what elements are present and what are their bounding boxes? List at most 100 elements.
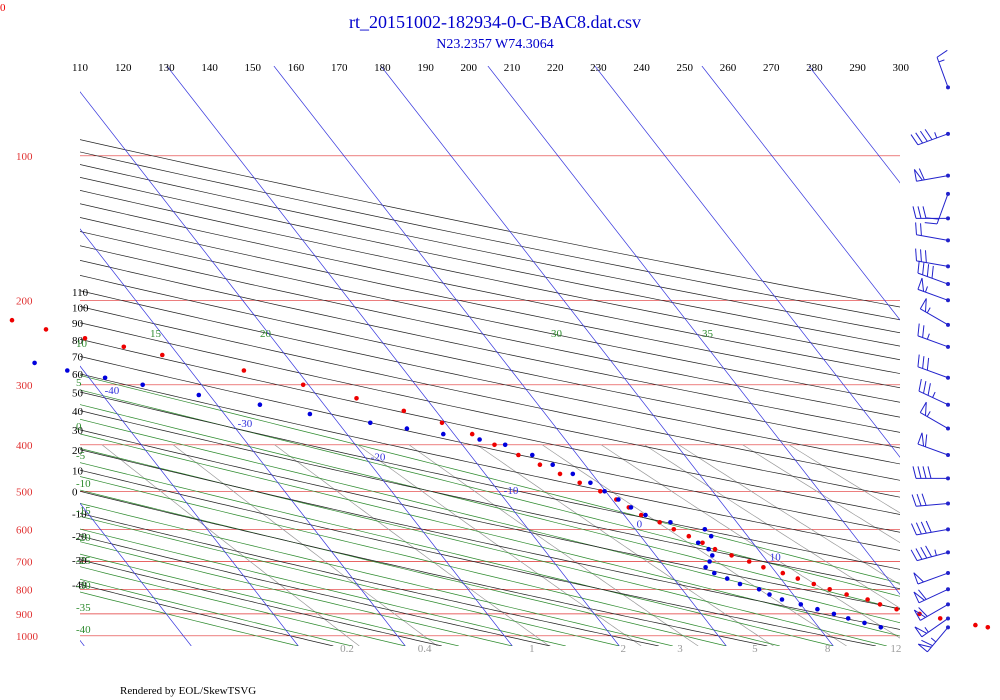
dry-adiabat-label: 70: [72, 352, 84, 364]
wind-barb: [917, 354, 950, 380]
isotherm-line: [80, 502, 192, 646]
moist-adiabat-line: [80, 404, 900, 610]
dry-adiabat-line: [80, 322, 900, 498]
top-tick-label: 230: [590, 62, 607, 74]
wind-barb: [913, 602, 950, 621]
chart-subtitle: N23.2357 W74.3064: [436, 37, 554, 52]
dry-adiabat-line: [80, 245, 900, 418]
temperature-point: [9, 317, 15, 323]
moist-adiabat-left-label: -10: [76, 478, 91, 490]
wind-barb: [917, 260, 950, 287]
dewpoint-point: [368, 420, 373, 426]
moist-adiabat-left-label: -35: [76, 602, 91, 614]
top-tick-label: 190: [417, 62, 434, 74]
dewpoint-point: [737, 581, 743, 587]
mixing-ratio-label: 1: [529, 643, 535, 655]
dewpoint-point: [702, 527, 708, 532]
wind-barb: [915, 248, 950, 269]
dry-adiabat-line: [80, 290, 900, 465]
isotherm-label: -10: [504, 485, 519, 497]
moist-adiabat-left-label: -5: [76, 450, 86, 462]
dry-adiabat-line: [80, 512, 659, 646]
wind-barb: [917, 625, 950, 653]
pressure-label: 300: [16, 380, 33, 392]
pressure-label: 400: [16, 440, 33, 452]
temperature-point: [827, 587, 832, 592]
temperature-point: [469, 431, 475, 437]
mixing-ratio-line: [172, 444, 438, 646]
moist-adiabat-label: 15: [150, 328, 162, 340]
moist-adiabat-left-label: -20: [76, 532, 91, 544]
top-tick-label: 280: [806, 62, 823, 74]
dry-adiabat-label: -30: [72, 555, 87, 567]
temperature-point: [686, 533, 692, 539]
moist-adiabat-left-label: 0: [76, 421, 82, 433]
wind-barb: [919, 401, 950, 431]
dry-adiabat-label: -10: [72, 508, 87, 520]
pressure-label: 900: [16, 609, 33, 621]
dry-adiabat-line: [80, 217, 900, 389]
mixing-ratio-line: [101, 444, 360, 646]
dewpoint-point: [477, 437, 482, 442]
top-tick-label: 140: [201, 62, 218, 74]
mixing-ratio-line: [357, 444, 642, 646]
isotherm-line: [80, 365, 299, 646]
isotherm-line: [701, 66, 900, 321]
dry-adiabat-label: -40: [72, 580, 87, 592]
dry-adiabat-line: [80, 274, 900, 449]
moist-adiabat-line: [80, 528, 566, 646]
moist-adiabat-line: [80, 433, 900, 637]
mixing-ratio-label: 5: [752, 643, 758, 655]
dry-adiabat-line: [80, 429, 900, 610]
moist-adiabat-line: [80, 553, 459, 646]
dewpoint-point: [756, 587, 762, 592]
dry-adiabat-label: 90: [72, 318, 84, 330]
isotherm-label: -30: [238, 418, 253, 430]
temperature-point: [795, 576, 801, 581]
wind-barb: [917, 323, 950, 349]
dewpoint-point: [102, 375, 108, 381]
moist-adiabat-left-label: -25: [76, 555, 91, 567]
moist-adiabat-left-label: -30: [76, 580, 91, 592]
dry-adiabat-label: 50: [72, 387, 84, 399]
moist-adiabat-line: [80, 566, 406, 646]
dry-adiabat-label: 40: [72, 406, 84, 418]
mixing-ratio-line: [678, 444, 900, 586]
moist-adiabat-line: [80, 389, 900, 597]
top-tick-label: 200: [461, 62, 478, 74]
dry-adiabat-label: 20: [72, 445, 84, 457]
dry-adiabat-line: [80, 410, 900, 590]
temperature-point: [577, 480, 582, 486]
top-tick-label: 240: [633, 62, 650, 74]
dry-adiabat-line: [80, 260, 900, 433]
dewpoint-point: [643, 512, 648, 518]
dry-adiabat-line: [80, 190, 900, 361]
temperature-point: [638, 512, 644, 518]
corner-label: 0: [0, 2, 6, 14]
moist-adiabat-label: 35: [702, 328, 714, 340]
isotherm-line: [166, 66, 620, 646]
wind-barb: [913, 571, 950, 585]
temperature-point: [780, 570, 786, 576]
dry-adiabat-line: [80, 449, 900, 630]
dewpoint-point: [570, 471, 576, 477]
temperature-point: [844, 592, 849, 597]
temperature-point: [160, 352, 165, 358]
moist-adiabat-line: [80, 503, 673, 646]
pressure-label: 800: [16, 584, 33, 596]
dewpoint-point: [695, 540, 701, 546]
dewpoint-point: [703, 565, 708, 570]
temperature-point: [43, 327, 49, 332]
sounding-data: [9, 317, 991, 630]
temperature-point: [671, 527, 677, 532]
temperature-point: [712, 546, 718, 552]
dry-adiabat-line: [80, 559, 442, 646]
pressure-label: 500: [16, 486, 33, 498]
isotherm-label: -20: [371, 452, 386, 464]
wind-barb: [913, 587, 950, 604]
dry-adiabat-line: [80, 583, 334, 646]
temperature-point: [300, 382, 306, 388]
isotherm-line: [273, 66, 727, 646]
dewpoint-point: [845, 616, 851, 621]
pressure-label: 1000: [16, 631, 39, 643]
